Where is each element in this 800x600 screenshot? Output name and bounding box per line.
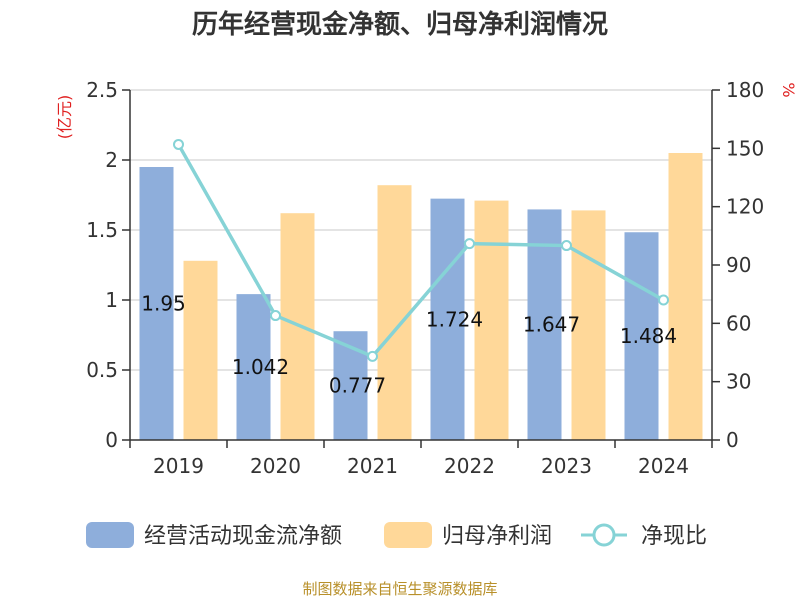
x-tick-label: 2019	[153, 454, 204, 478]
bar-cashflow	[430, 198, 465, 440]
bar-cashflow	[139, 167, 174, 440]
ratio-point	[173, 138, 184, 150]
left-tick-label: 0.5	[86, 358, 118, 382]
bar-cashflow	[624, 232, 659, 440]
bar-profit	[668, 153, 703, 440]
ratio-point	[658, 294, 669, 306]
bar-profit	[474, 200, 509, 440]
bar-profit	[571, 210, 606, 440]
ratio-point	[270, 310, 281, 322]
legend: 经营活动现金流净额 归母净利润 净现比	[86, 522, 707, 549]
data-label-cashflow: 1.647	[523, 313, 580, 337]
right-tick-label: 30	[726, 370, 751, 394]
x-tick-label: 2020	[250, 454, 301, 478]
legend-marker-ratio	[592, 523, 616, 547]
right-tick-label: 120	[726, 195, 764, 219]
data-label-cashflow: 1.95	[141, 292, 186, 316]
ratio-point	[464, 238, 475, 250]
ratio-point	[367, 350, 378, 362]
legend-swatch-profit	[384, 522, 432, 548]
bar-profit	[183, 260, 218, 440]
x-tick-label: 2024	[638, 454, 689, 478]
ratio-polyline	[176, 143, 665, 359]
right-tick-label: 60	[726, 311, 751, 335]
legend-label-ratio: 净现比	[641, 524, 707, 549]
left-axis-unit: (亿元)	[55, 95, 74, 140]
data-label-cashflow: 1.724	[426, 307, 483, 331]
bar-cashflow	[333, 331, 368, 440]
legend-label-cashflow: 经营活动现金流净额	[144, 524, 342, 549]
bar-cashflow	[236, 294, 271, 440]
source-note: 制图数据来自恒生聚源数据库	[302, 580, 497, 598]
right-axis-unit: %	[779, 82, 798, 97]
left-tick-label: 1.5	[86, 218, 118, 242]
left-tick-label: 2.5	[86, 78, 118, 102]
left-tick-label: 0	[105, 428, 118, 452]
left-tick-label: 1	[105, 288, 118, 312]
legend-label-profit: 归母净利润	[442, 524, 552, 549]
right-tick-label: 0	[726, 428, 739, 452]
bar-cashflow	[527, 209, 562, 440]
right-tick-label: 180	[726, 78, 764, 102]
axes	[122, 89, 720, 448]
ratio-line	[173, 138, 669, 362]
ratio-point	[561, 240, 572, 252]
right-tick-label: 150	[726, 136, 764, 160]
bars	[139, 153, 703, 440]
x-tick-label: 2021	[347, 454, 398, 478]
data-label-cashflow: 1.484	[620, 324, 677, 348]
legend-swatch-cashflow	[86, 522, 134, 548]
x-tick-label: 2022	[444, 454, 495, 478]
right-tick-label: 90	[726, 253, 751, 277]
chart-title: 历年经营现金净额、归母净利润情况	[192, 9, 608, 40]
data-label-cashflow: 0.777	[329, 374, 386, 398]
data-label-cashflow: 1.042	[232, 355, 289, 379]
data-labels: 1.95 1.042 0.777 1.724 1.647 1.484	[141, 292, 677, 398]
left-tick-label: 2	[105, 148, 118, 172]
bar-profit	[377, 185, 412, 440]
x-tick-label: 2023	[541, 454, 592, 478]
tick-labels: 0 0.5 1 1.5 2 2.5 0 30 60 90 120 150 180 2019 2020 2021…	[86, 78, 764, 478]
